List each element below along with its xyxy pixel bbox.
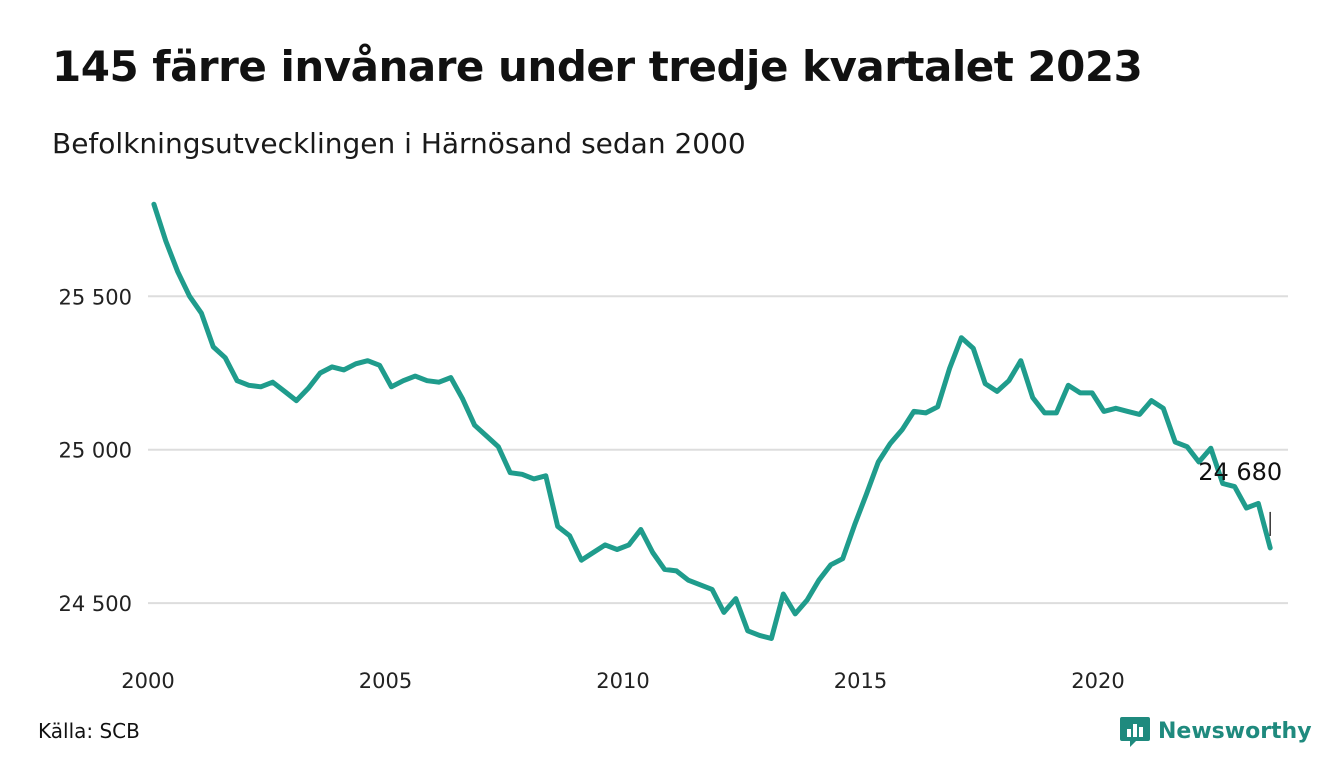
end-value-label: 24 680 bbox=[1198, 458, 1282, 486]
y-tick-label: 25 000 bbox=[59, 439, 132, 463]
x-tick-label: 2015 bbox=[834, 669, 887, 693]
x-tick-label: 2000 bbox=[121, 669, 174, 693]
source-note: Källa: SCB bbox=[38, 719, 140, 743]
brand-logo[interactable]: Newsworthy bbox=[1120, 714, 1312, 748]
grid-lines bbox=[148, 295, 1288, 605]
y-tick-label: 24 500 bbox=[59, 592, 132, 616]
brand-name: Newsworthy bbox=[1158, 718, 1312, 744]
series-line-population bbox=[151, 201, 1273, 641]
bar-chart-speech-bubble-icon bbox=[1120, 717, 1150, 747]
y-axis-ticks: 24 500 25 000 25 500 bbox=[59, 285, 132, 616]
x-tick-label: 2020 bbox=[1071, 669, 1124, 693]
y-tick-label: 25 500 bbox=[59, 285, 132, 309]
x-tick-label: 2010 bbox=[596, 669, 649, 693]
chart-subtitle: Befolkningsutvecklingen i Härnösand seda… bbox=[52, 127, 746, 160]
x-tick-label: 2005 bbox=[359, 669, 412, 693]
x-axis-ticks: 2000 2005 2010 2015 2020 bbox=[121, 669, 1124, 693]
chart-title: 145 färre invånare under tredje kvartale… bbox=[52, 42, 1143, 91]
